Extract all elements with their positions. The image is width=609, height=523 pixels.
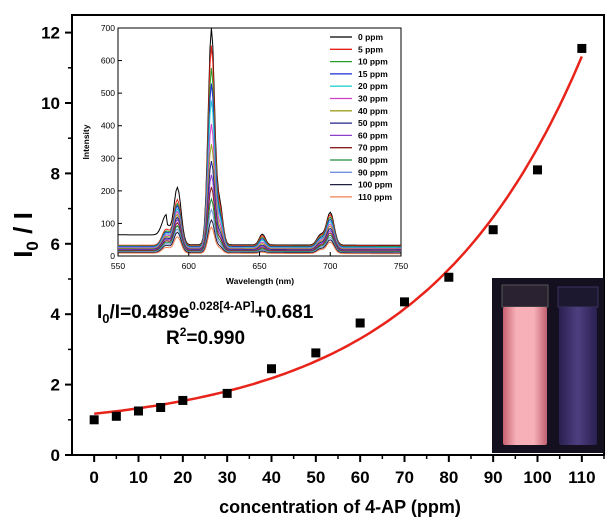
y-tick-label: 0 (51, 446, 60, 465)
spectrum-line (118, 27, 402, 246)
inset-x-tick-label: 750 (394, 261, 408, 271)
data-point (577, 43, 587, 53)
legend-label: 0 ppm (358, 32, 383, 42)
data-point (111, 411, 121, 421)
x-tick-label: 40 (262, 468, 281, 487)
legend-label: 30 ppm (358, 94, 388, 104)
y-label-main: I (8, 251, 38, 258)
fit-curve-group (94, 56, 583, 416)
x-axis-label: concentration of 4-AP (ppm) (219, 497, 461, 517)
x-tick-label: 60 (351, 468, 370, 487)
x-tick-label: 0 (89, 468, 98, 487)
legend-label: 50 ppm (358, 118, 388, 128)
inset-y-tick-label: 200 (101, 186, 115, 196)
legend-label: 20 ppm (358, 81, 388, 91)
x-tick-label: 80 (439, 468, 458, 487)
data-point (355, 318, 365, 328)
data-point (134, 406, 143, 416)
vial-photo (492, 278, 604, 453)
spectrum-line (118, 218, 401, 254)
x-tick-label: 90 (484, 468, 503, 487)
fit-curve (94, 56, 583, 416)
y-tick-label: 12 (41, 24, 60, 43)
data-point (311, 348, 321, 358)
x-tick-label: 50 (306, 468, 325, 487)
spectrum-line (118, 67, 401, 248)
x-tick-label: 70 (395, 468, 414, 487)
inset-x-label: Wavelength (nm) (226, 276, 294, 286)
spectrum-line (118, 123, 401, 249)
spectrum-line (118, 161, 401, 251)
inset-x-tick-label: 600 (182, 261, 196, 271)
y-axis-label: I0 / I (8, 212, 42, 258)
inset-y-label: Intensity (81, 124, 91, 159)
x-tick-label: 20 (173, 468, 192, 487)
y-tick-label: 6 (51, 235, 60, 254)
inset-y-tick-label: 600 (101, 56, 115, 66)
legend-label: 60 ppm (358, 130, 388, 140)
y-tick-label: 10 (41, 94, 60, 113)
main-axis-ticks: 0 10 20 30 40 50 60 70 80 90 100 110 0 2 4 6 8 10 12 (41, 24, 605, 487)
legend-label: 10 ppm (358, 57, 388, 67)
inset-curves (118, 27, 402, 255)
data-point (222, 388, 232, 398)
spectrum-line (118, 197, 401, 253)
x-tick-label: 30 (218, 468, 237, 487)
legend-label: 90 ppm (358, 167, 388, 177)
inset-spectrum: 550 600 650 700 750 0 100 200 300 400 500 600 700 Wa… (81, 23, 408, 286)
svg-text:I0 / I: I0 / I (8, 212, 42, 258)
spectrum-line (118, 186, 401, 252)
data-point (533, 165, 542, 175)
inset-x-tick-label: 550 (111, 261, 125, 271)
spectrum-line (118, 83, 401, 248)
inset-axis-ticks: 550 600 650 700 750 0 100 200 300 400 500 600 700 (101, 23, 409, 271)
inset-x-tick-label: 700 (323, 261, 337, 271)
data-points (89, 43, 587, 425)
inset-frame (117, 27, 402, 257)
legend-label: 100 ppm (358, 180, 393, 190)
fit-equation: I0/I=0.489e0.028[4-AP]+0.681 (97, 299, 314, 326)
x-tick-label: 10 (129, 468, 148, 487)
legend-label: 15 ppm (358, 69, 388, 79)
inset-y-tick-label: 500 (101, 88, 115, 98)
spectrum-line (118, 100, 401, 249)
data-point (178, 395, 188, 405)
spectrum-line (118, 174, 401, 251)
legend-label: 80 ppm (358, 155, 388, 165)
inset-y-tick-label: 100 (101, 218, 115, 228)
data-point (400, 297, 409, 307)
y-label-rest: / I (8, 212, 38, 241)
data-point (488, 225, 498, 235)
y-tick-label: 4 (51, 305, 61, 324)
y-label-sub: 0 (23, 241, 42, 250)
data-point (444, 272, 454, 282)
data-point (156, 402, 166, 412)
legend-label: 110 ppm (358, 192, 392, 202)
inset-y-tick-label: 700 (101, 23, 115, 33)
legend-label: 40 ppm (358, 106, 388, 116)
spectrum-line (118, 144, 401, 250)
inset-y-tick-label: 0 (110, 251, 115, 261)
spectrum-line (118, 45, 401, 247)
y-tick-label: 8 (51, 164, 60, 183)
inset-y-tick-label: 300 (101, 153, 115, 163)
y-tick-label: 2 (51, 376, 60, 395)
inset-legend: 0 ppm 5 ppm 10 ppm 15 ppm 20 ppm 30 ppm 40 ppm… (330, 32, 393, 202)
inset-y-tick-label: 400 (101, 121, 115, 131)
x-tick-label: 100 (523, 468, 551, 487)
inset-x-tick-label: 650 (252, 261, 266, 271)
spectrum-line (118, 208, 401, 253)
legend-label: 70 ppm (358, 143, 388, 153)
x-tick-label: 110 (568, 468, 595, 487)
r-squared: R2=0.990 (166, 325, 245, 349)
legend-label: 5 ppm (358, 44, 383, 54)
data-point (267, 364, 276, 374)
data-point (89, 415, 99, 425)
